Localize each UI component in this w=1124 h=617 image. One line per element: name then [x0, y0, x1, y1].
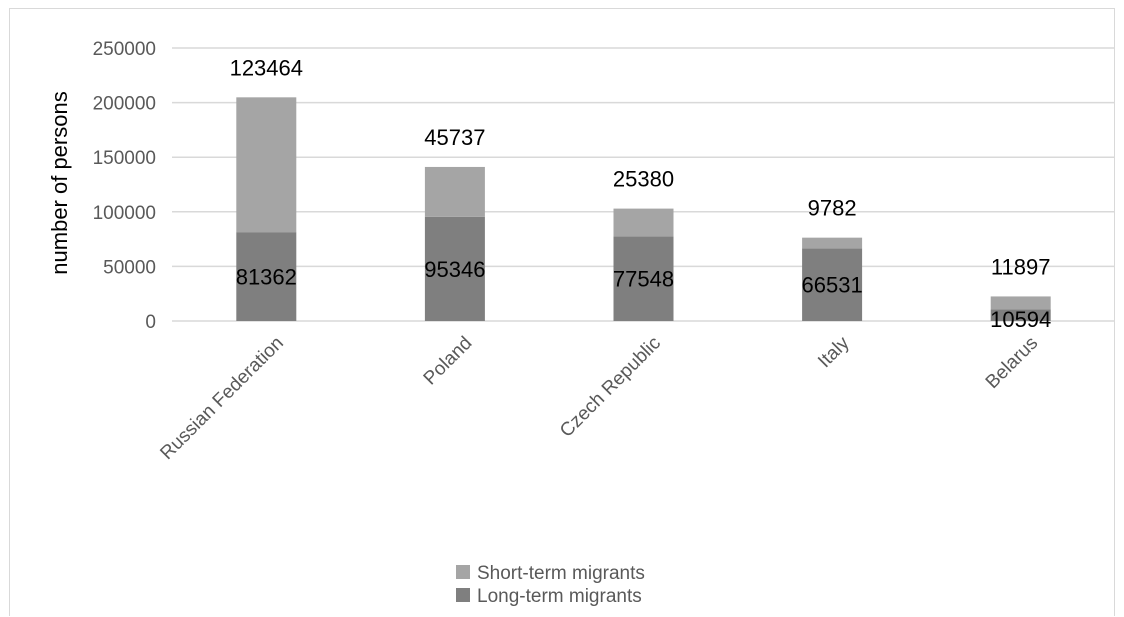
- y-axis-ticks: 0 50000 100000 150000 200000 250000: [93, 39, 156, 333]
- y-tick-label: 100000: [93, 203, 156, 224]
- y-tick-label: 50000: [103, 257, 156, 278]
- data-label-short-term: 9782: [808, 196, 857, 221]
- chart-frame: [9, 8, 1115, 616]
- y-tick-label: 250000: [93, 39, 156, 60]
- bar-short-term-2: [613, 208, 674, 237]
- y-tick-label: 0: [145, 312, 156, 333]
- data-label-short-term: 11897: [991, 254, 1051, 279]
- bar-short-term-4: [990, 296, 1051, 310]
- bar-long-term-1: [424, 216, 485, 321]
- data-labels: 81362 123464 95346 45737 77548 25380 66531 9782…: [230, 55, 1052, 332]
- x-category-label: Italy: [814, 332, 854, 372]
- x-category-label: Russian Federation: [156, 333, 287, 464]
- x-category-label: Czech Republic: [556, 333, 665, 442]
- bar-long-term-2: [613, 236, 674, 321]
- data-label-long-term: 10594: [990, 307, 1051, 332]
- legend-entry: Long-term migrants: [477, 586, 642, 607]
- bar-long-term-4: [990, 309, 1051, 321]
- x-category-label: Poland: [420, 333, 477, 390]
- y-tick-label: 150000: [93, 148, 156, 169]
- data-label-long-term: 66531: [802, 273, 863, 298]
- y-tick-label: 200000: [93, 94, 156, 115]
- data-label-short-term: 123464: [230, 55, 303, 80]
- bar-short-term-0: [236, 97, 297, 233]
- y-axis-label: number of persons: [47, 91, 72, 274]
- bar-short-term-1: [424, 166, 485, 217]
- legend-entry: Short-term migrants: [477, 563, 645, 584]
- data-label-long-term: 77548: [613, 267, 674, 292]
- legend-swatch: [456, 588, 470, 602]
- data-label-long-term: 81362: [236, 265, 297, 290]
- data-label-long-term: 95346: [424, 257, 485, 282]
- bar-long-term-3: [802, 248, 863, 321]
- legend-swatch: [456, 565, 470, 579]
- bar-short-term-3: [802, 237, 863, 249]
- data-label-short-term: 45737: [424, 125, 485, 150]
- bar-long-term-0: [236, 232, 297, 321]
- x-axis-categories: Russian Federation Poland Czech Republic It…: [156, 332, 1042, 464]
- bars: [236, 97, 1051, 321]
- x-category-label: Belarus: [982, 333, 1042, 393]
- data-label-short-term: 25380: [613, 167, 674, 192]
